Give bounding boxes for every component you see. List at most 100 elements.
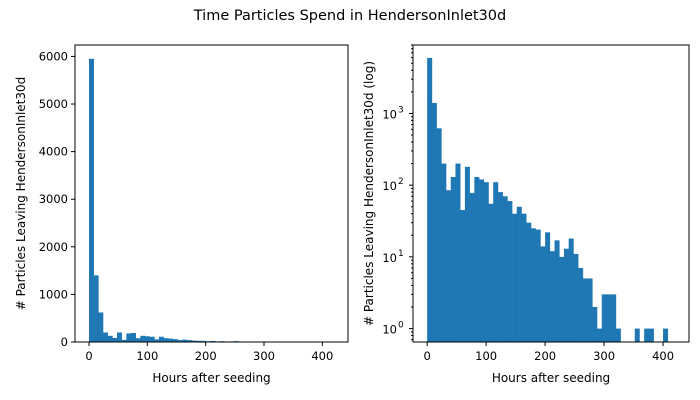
right-y-tick-label: 10 [382,323,397,337]
right-histogram-bar [573,253,579,342]
right-y-tick-label: 10 [382,179,397,193]
left-histogram-bar [149,336,155,342]
left-histogram-bar [168,338,174,342]
right-histogram-bar [455,163,461,342]
left-histogram-bar [93,275,99,342]
right-histogram-bar [479,179,485,342]
right-histogram-bar [497,192,503,342]
left-x-tick-label: 100 [136,349,158,363]
right-histogram-bar [526,222,532,342]
right-histogram-bar [427,57,433,342]
right-histogram-bar [606,294,612,342]
left-x-tick-label: 300 [253,349,275,363]
left-histogram-bar [177,340,183,342]
right-y-axis-label: # Particles Leaving HendersonInlet30d (l… [362,61,376,326]
right-histogram-bar [474,176,480,342]
right-plot-frame [412,44,690,343]
left-x-ticks: 0 100 200 300 400 [85,342,333,363]
right-histogram-bar [549,251,555,342]
right-histogram-bar [488,203,494,342]
right-histogram-bar [554,240,560,342]
right-x-tick-label: 0 [423,349,430,363]
right-histogram-bar [507,201,513,342]
right-histogram-bar [469,192,475,342]
right-histogram-bar [441,163,447,342]
right-histogram-bar [634,328,640,342]
left-histogram-bar [201,340,206,342]
left-y-tick-label: 3000 [39,192,68,206]
right-histogram-bar [450,176,456,342]
left-histogram-bar [163,338,169,342]
right-y-tick-exponent: 3 [398,105,404,115]
left-y-tick-label: 1000 [39,287,68,301]
right-y-tick-exponent: 1 [398,249,404,259]
right-histogram-bar [446,190,452,342]
right-y-tick-label: 10 [382,251,397,265]
left-y-tick-label: 5000 [39,97,68,111]
left-y-ticks: 0 1000 2000 3000 4000 5000 6000 [39,49,75,349]
right-x-tick-label: 300 [593,349,615,363]
right-histogram-bar [648,328,654,342]
left-x-tick-label: 200 [195,349,217,363]
right-y-tick-exponent: 0 [398,321,404,331]
left-histogram-bar [140,335,146,342]
right-histogram-bar [512,213,518,342]
right-histogram-bar [483,182,489,342]
left-chart: 0 100 200 300 400 0100020003000400050006000 … [14,44,349,385]
left-histogram-bar [98,312,104,342]
right-x-ticks: 0 100 200 300 400 [423,342,674,363]
right-histogram-bar [521,213,527,342]
left-histogram-bar [210,340,216,342]
right-histogram-bar [568,238,574,342]
right-histogram-bar [460,210,466,342]
right-histogram-bar [578,267,584,342]
left-histogram-bar [117,332,122,342]
right-bars [427,57,669,342]
right-histogram-bar [436,128,442,342]
right-histogram-bar [615,328,621,342]
left-histogram-bar [89,58,94,343]
left-histogram-bar [187,340,192,342]
left-histogram-bar [191,340,197,342]
right-histogram-bar [587,278,593,342]
right-histogram-bar [493,182,499,342]
right-histogram-bar [540,246,546,342]
right-y-tick-label: 10 [382,107,397,121]
right-histogram-bar [601,294,607,342]
right-histogram-bar [644,328,650,342]
left-histogram-bar [145,336,150,342]
right-y-tick-exponent: 2 [398,177,404,187]
left-histogram-bar [121,339,127,342]
left-histogram-bar [112,337,118,342]
left-histogram-bar [135,338,141,342]
right-histogram-bar [464,166,470,342]
right-histogram-bar [431,102,437,342]
left-x-tick-label: 400 [311,349,333,363]
right-histogram-bar [597,328,603,342]
figure-title: Time Particles Spend in HendersonInlet30… [193,8,506,24]
left-histogram-bar [107,335,113,342]
left-y-tick-label: 0 [61,335,68,349]
right-histogram-bar [611,294,617,342]
right-histogram-bar [502,196,508,342]
right-histogram-bar [535,229,541,342]
right-histogram-bar [563,248,569,342]
right-x-axis-label: Hours after seeding [492,371,610,385]
left-histogram-bar [126,333,132,342]
right-histogram-bar [663,328,669,342]
right-histogram-bar [530,228,536,342]
right-histogram-bar [559,256,565,342]
left-x-axis-label: Hours after seeding [152,371,270,385]
left-y-tick-label: 2000 [39,240,68,254]
right-histogram-bar [545,232,551,342]
left-x-tick-label: 0 [85,349,92,363]
left-y-tick-label: 4000 [39,145,68,159]
left-histogram-bar [173,339,178,342]
left-y-tick-label: 6000 [39,49,68,63]
left-histogram-bar [196,340,202,342]
right-x-tick-label: 100 [475,349,497,363]
right-histogram-bar [516,206,522,342]
